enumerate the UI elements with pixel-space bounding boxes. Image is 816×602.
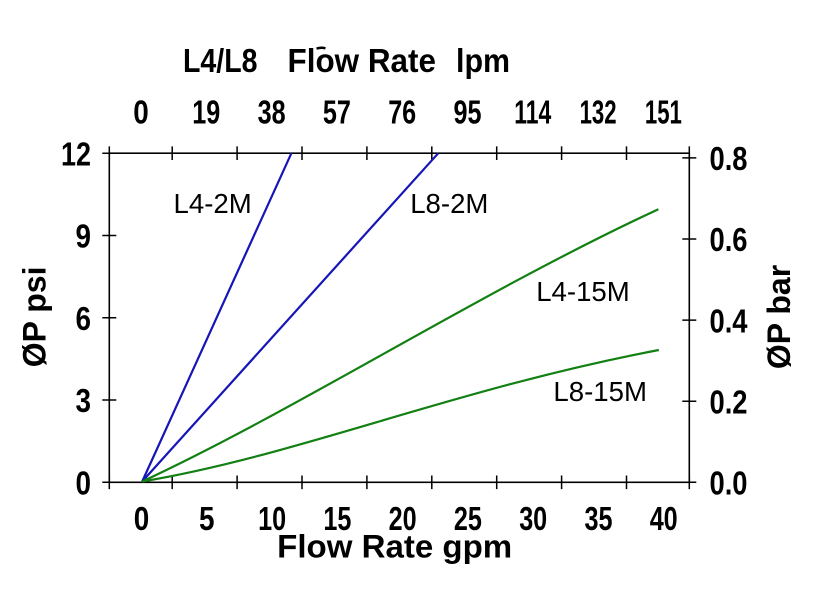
svg-text:12: 12	[61, 135, 91, 172]
svg-text:5: 5	[199, 500, 215, 537]
svg-text:ØP psi: ØP psi	[16, 267, 52, 368]
svg-text:Flow Rate: Flow Rate	[288, 42, 437, 79]
svg-text:20: 20	[389, 500, 417, 537]
svg-text:0.6: 0.6	[710, 221, 748, 258]
svg-text:3: 3	[76, 382, 92, 419]
svg-text:114: 114	[514, 94, 551, 131]
svg-text:0.0: 0.0	[710, 465, 748, 502]
svg-text:6: 6	[76, 300, 92, 337]
svg-text:57: 57	[323, 94, 351, 131]
svg-text:30: 30	[519, 500, 547, 537]
svg-text:35: 35	[585, 500, 613, 537]
svg-text:25: 25	[454, 500, 482, 537]
svg-text:0.2: 0.2	[710, 383, 748, 420]
svg-text:9: 9	[76, 218, 92, 255]
svg-text:L4-2M: L4-2M	[174, 188, 252, 219]
svg-text:40: 40	[650, 500, 678, 537]
svg-text:132: 132	[580, 94, 617, 131]
svg-text:151: 151	[645, 94, 682, 131]
svg-text:0: 0	[133, 94, 149, 131]
svg-text:L4/L8: L4/L8	[183, 42, 258, 79]
svg-text:L8-2M: L8-2M	[410, 188, 488, 219]
svg-text:0.8: 0.8	[710, 140, 748, 177]
svg-text:ØP bar: ØP bar	[761, 265, 797, 369]
svg-text:0: 0	[134, 500, 150, 537]
svg-text:0.4: 0.4	[710, 302, 749, 339]
svg-text:L4-15M: L4-15M	[536, 276, 630, 307]
svg-text:lpm: lpm	[456, 42, 510, 79]
svg-text:Flow Rate gpm: Flow Rate gpm	[277, 528, 512, 564]
svg-text:19: 19	[192, 94, 220, 131]
svg-text:L8-15M: L8-15M	[553, 376, 647, 407]
svg-text:76: 76	[388, 94, 416, 131]
svg-text:0: 0	[76, 465, 92, 502]
svg-text:38: 38	[258, 94, 286, 131]
svg-text:15: 15	[323, 500, 351, 537]
svg-text:95: 95	[454, 94, 482, 131]
svg-text:10: 10	[258, 500, 286, 537]
